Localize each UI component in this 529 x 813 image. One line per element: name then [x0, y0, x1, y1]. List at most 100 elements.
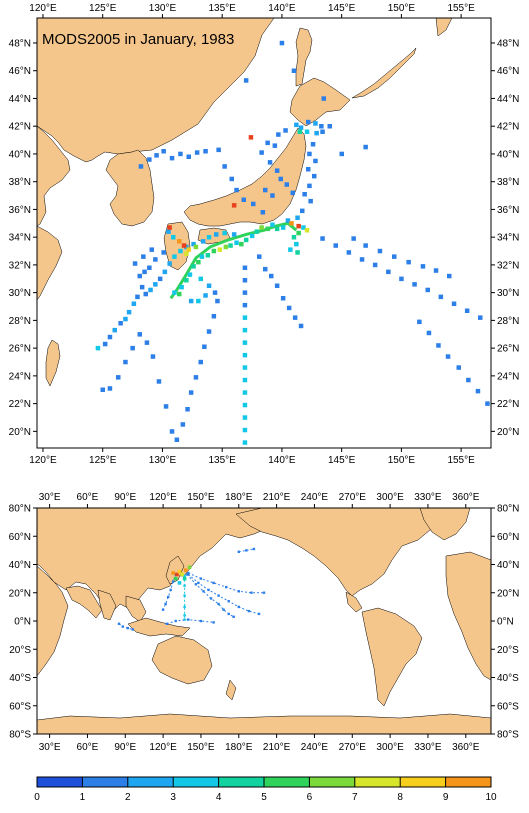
- new-zealand: [225, 679, 237, 701]
- observation-cell: [206, 329, 212, 334]
- africa-east: [445, 551, 491, 681]
- observation-cell: [304, 228, 310, 233]
- observation-cell: [412, 282, 417, 287]
- observation-cell: [242, 352, 248, 358]
- observation-cell: [306, 167, 311, 172]
- lat-tick-label: 20°N: [497, 427, 519, 438]
- lon-tick-label: 240°E: [301, 492, 329, 503]
- south-america: [361, 607, 423, 707]
- observation-cell: [153, 257, 158, 262]
- observation-cell: [217, 247, 223, 252]
- observation-cell: [214, 232, 219, 237]
- lat-tick-label: 32°N: [497, 260, 519, 271]
- lat-tick-label: 20°N: [9, 588, 31, 599]
- arabia-india: [65, 585, 103, 619]
- observation-cell: [184, 278, 189, 283]
- observation-cell: [254, 229, 260, 234]
- observation-cell: [161, 149, 166, 154]
- lon-tick-label: 155°E: [447, 3, 475, 14]
- lat-tick-label: 36°N: [497, 205, 519, 216]
- observation-cell: [263, 266, 268, 272]
- global-map[interactable]: 30°E 60°E 90°E 120°E 150°E 180°E 210°E 240°E 270…: [9, 492, 520, 753]
- observation-cell: [294, 122, 299, 128]
- observation-cell: [295, 250, 300, 255]
- observation-cell: [137, 332, 142, 337]
- global-observation: [222, 608, 225, 611]
- lat-tick-label: 40°N: [497, 560, 519, 571]
- observation-cell: [118, 321, 123, 326]
- observation-cell: [339, 151, 344, 157]
- lon-tick-label: 120°E: [29, 455, 57, 466]
- observation-cell: [313, 121, 318, 126]
- observation-cell: [290, 190, 295, 196]
- observation-cell: [167, 225, 172, 230]
- global-observation: [247, 609, 251, 613]
- observation-cell: [320, 129, 325, 134]
- observation-cell: [242, 265, 248, 270]
- lat-tick-label: 20°N: [497, 588, 519, 599]
- lat-tick-label: 42°N: [9, 122, 31, 133]
- observation-cell: [433, 268, 439, 273]
- lat-tick-label: 40°S: [497, 673, 519, 684]
- observation-cell: [248, 135, 254, 140]
- observation-cell: [298, 125, 304, 130]
- observation-cell: [269, 273, 274, 279]
- observation-cell: [285, 218, 291, 223]
- observation-cell: [139, 284, 145, 290]
- observation-cell: [363, 144, 368, 150]
- observation-cell: [242, 402, 248, 408]
- regional-lat-ticks-right: 20°N 22°N 24°N 26°N 28°N 30°N 32°N 34°N 36°N 38°N…: [491, 38, 519, 438]
- observation-cell: [372, 262, 378, 268]
- observation-cell: [426, 330, 432, 336]
- observation-cell: [267, 160, 273, 165]
- colorbar-swatch: [264, 777, 310, 787]
- lon-tick-label: 360°E: [452, 492, 480, 503]
- global-track: [186, 574, 234, 618]
- global-observation: [131, 628, 134, 631]
- observation-cell: [307, 183, 312, 189]
- observation-cell: [243, 237, 249, 243]
- observation-cell: [130, 345, 135, 351]
- observation-cell: [107, 386, 113, 391]
- india: [97, 589, 117, 621]
- observation-cell: [351, 236, 356, 241]
- china-coast-south: [37, 225, 63, 301]
- global-observation: [212, 621, 215, 624]
- lon-tick-label: 30°E: [39, 742, 61, 753]
- lat-tick-label: 40°N: [9, 149, 31, 160]
- global-lat-ticks-left: 80°N 60°N 40°N 20°N 0°N 20°S 40°S 60°S 80°S: [9, 504, 37, 741]
- observation-cell: [278, 176, 283, 182]
- lat-tick-label: 24°N: [9, 371, 31, 382]
- observation-cell: [178, 151, 183, 157]
- observation-cell: [249, 233, 255, 239]
- observation-cell: [242, 427, 248, 433]
- global-observation: [183, 614, 186, 617]
- lat-tick-label: 40°S: [9, 673, 31, 684]
- observation-cell: [475, 388, 481, 394]
- observation-cell: [307, 151, 312, 157]
- observation-cell: [172, 290, 177, 295]
- lat-tick-label: 46°N: [9, 66, 31, 77]
- observation-cell: [166, 229, 171, 234]
- observation-cell: [445, 354, 451, 359]
- observation-cell: [135, 294, 140, 300]
- observation-cell: [131, 301, 137, 306]
- regional-map[interactable]: MODS2005 in January, 1983 120°E 125°E 130°…: [9, 3, 520, 466]
- taiwan: [45, 339, 61, 387]
- lon-tick-label: 130°E: [149, 3, 177, 14]
- observation-cell: [231, 232, 237, 237]
- observation-cell: [126, 309, 132, 315]
- lat-tick-label: 32°N: [9, 260, 31, 271]
- lat-tick-label: 42°N: [497, 122, 519, 133]
- maritime-continent: [127, 617, 191, 637]
- global-land: [37, 508, 491, 734]
- lon-tick-label: 360°E: [452, 742, 480, 753]
- global-observation: [161, 608, 165, 611]
- observation-cell: [312, 173, 317, 179]
- observation-cell: [116, 375, 121, 380]
- observation-cell: [251, 201, 256, 207]
- observation-cell: [171, 235, 176, 240]
- observation-cell: [327, 124, 332, 129]
- global-hotspot-cell: [175, 572, 179, 577]
- observation-cell: [478, 315, 483, 320]
